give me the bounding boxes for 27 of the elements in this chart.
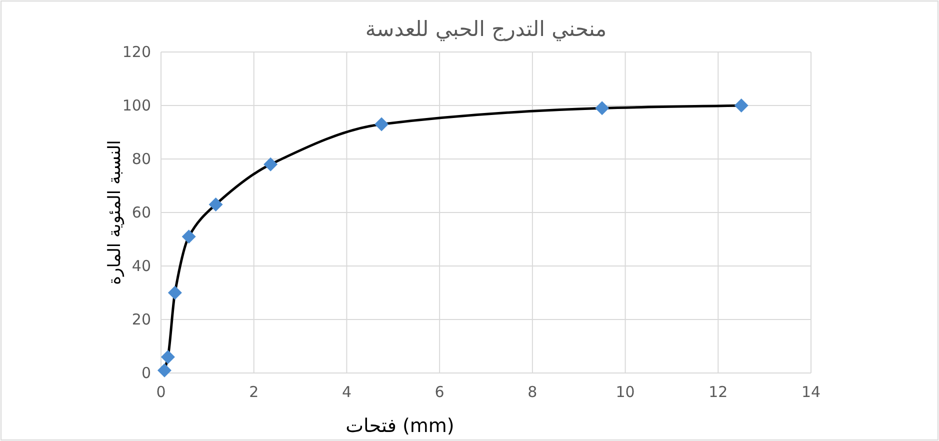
point — [208, 197, 223, 212]
chart-title: منحني التدرج الحبي للعدسة — [365, 17, 607, 42]
x-tick-label: 8 — [528, 383, 538, 401]
x-tick-label: 6 — [434, 383, 444, 401]
point — [264, 157, 278, 172]
x-tick-label: 12 — [708, 383, 728, 401]
point — [157, 363, 172, 378]
point — [182, 230, 196, 244]
point — [595, 101, 610, 116]
x-axis-title: فتحات (mm) — [346, 415, 454, 437]
point — [168, 286, 182, 300]
x-tick-label: 10 — [616, 383, 635, 401]
point — [734, 98, 748, 112]
y-tick-label: 120 — [122, 43, 151, 61]
y-tick-label: 40 — [132, 257, 151, 275]
x-tick-label: 14 — [801, 383, 821, 401]
x-tick-label: 2 — [249, 383, 259, 401]
y-axis-title: النسبة المئوية المارة — [105, 140, 125, 285]
x-tick-label: 4 — [342, 383, 352, 401]
y-tick-label: 60 — [132, 204, 151, 222]
y-tick-label: 0 — [141, 364, 151, 382]
y-tick-label: 100 — [122, 96, 151, 114]
point — [374, 117, 389, 132]
point — [160, 350, 175, 364]
x-tick-label: 0 — [156, 383, 166, 401]
y-tick-label: 20 — [132, 310, 151, 328]
y-tick-label: 80 — [132, 150, 151, 168]
